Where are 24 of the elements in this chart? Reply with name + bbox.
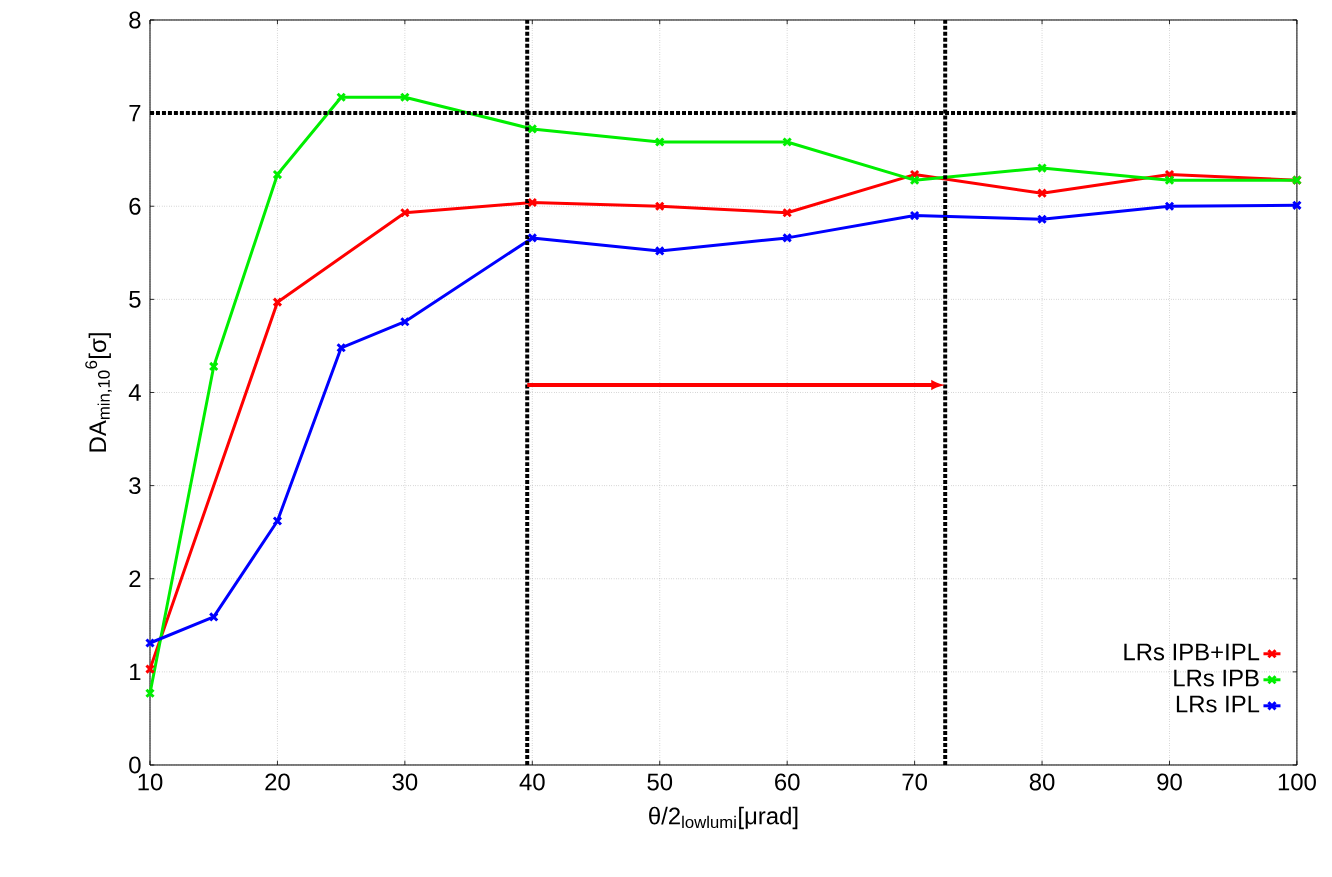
x-tick-label: 100 [1278,773,1316,791]
y-tick-label: 5 [129,291,141,308]
y-tick-label: 3 [129,477,141,495]
y-tick-label: 6 [129,197,141,215]
x-tick-label: 10 [138,773,163,791]
y-tick-label: 2 [129,570,141,588]
x-axis-title: θ/2$_{lowlumi}$[μrad] [649,806,798,830]
y-axis-title: DA$_{min,10}$$^{6}$[σ] [85,333,112,452]
x-tick-label: 50 [647,773,673,791]
x-tick-label: 40 [519,773,545,791]
x-tick-label: 20 [265,773,290,791]
y-tick-label: 0 [129,756,141,774]
y-tick-label: 4 [128,384,141,401]
x-tick-label: 30 [392,773,418,791]
y-tick-label: 7 [129,104,141,122]
y-tick-label: 8 [129,11,141,29]
x-tick-label: 60 [775,773,800,791]
x-tick-label: 80 [1029,773,1055,791]
x-tick-label: 70 [902,773,927,791]
legend-label: LRs IPL [1176,695,1260,713]
legend-label: LRs IPB+IPL [1124,643,1260,661]
legend-label: LRs IPB [1174,669,1259,687]
y-tick-label: 1 [130,663,141,681]
x-tick-label: 90 [1157,773,1182,791]
